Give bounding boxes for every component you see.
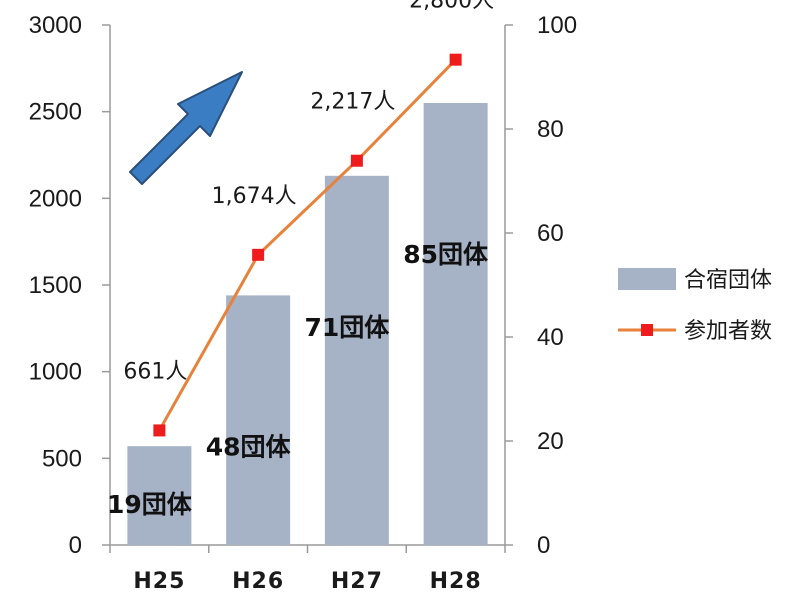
x-tick-label: H27	[331, 569, 383, 593]
left-tick-label: 500	[42, 445, 82, 472]
right-tick-label: 0	[537, 532, 550, 559]
line-data-label: 661人	[123, 359, 187, 384]
line-path	[158, 58, 457, 432]
left-tick-label: 2500	[29, 99, 82, 126]
bar	[226, 295, 291, 545]
right-tick-label: 80	[537, 116, 564, 143]
arrow-shape	[129, 71, 243, 185]
line-marker	[153, 424, 166, 437]
bar-data-label: 19団体	[107, 490, 193, 519]
bar-data-label: 71団体	[304, 313, 390, 342]
left-tick-label: 1000	[29, 359, 82, 386]
bar-data-label: 48団体	[206, 432, 292, 461]
bar-data-label: 85団体	[403, 240, 489, 269]
axes: 0 500 1000 1500 2000 2500 3000 0 20 40 60 80 100 H25 H…	[29, 12, 577, 593]
bar	[324, 175, 389, 546]
x-tick-label: H26	[232, 569, 284, 593]
line-marker	[449, 53, 462, 66]
left-tick-label: 2000	[29, 185, 82, 212]
legend-line-marker	[641, 324, 653, 336]
line-data-label: 2,217人	[310, 90, 395, 115]
legend-line-label: 参加者数	[684, 319, 772, 344]
line-data-label: 1,674人	[212, 184, 297, 209]
bar	[127, 446, 192, 545]
right-tick-label: 60	[537, 220, 564, 247]
left-tick-label: 0	[69, 532, 82, 559]
up-right-arrow-icon	[129, 71, 243, 185]
legend-bar-label: 合宿団体	[684, 268, 772, 293]
right-tick-label: 40	[537, 324, 564, 351]
x-tick-label: H25	[133, 569, 185, 593]
right-tick-label: 20	[537, 428, 564, 455]
x-tick-label: H28	[430, 569, 482, 593]
line-data-label: 2,800人	[409, 0, 494, 14]
left-tick-label: 1500	[29, 272, 82, 299]
line-marker	[350, 154, 363, 167]
data-labels: 19団体 48団体 71団体 85団体 661人 1,674人 2,217人 2,800人	[107, 0, 494, 519]
line-series	[153, 53, 462, 437]
left-tick-label: 3000	[29, 12, 82, 39]
bars-series	[127, 103, 488, 546]
line-marker	[252, 248, 265, 261]
legend-bar-swatch	[618, 268, 676, 290]
bar	[423, 103, 488, 545]
right-tick-label: 100	[537, 12, 577, 39]
